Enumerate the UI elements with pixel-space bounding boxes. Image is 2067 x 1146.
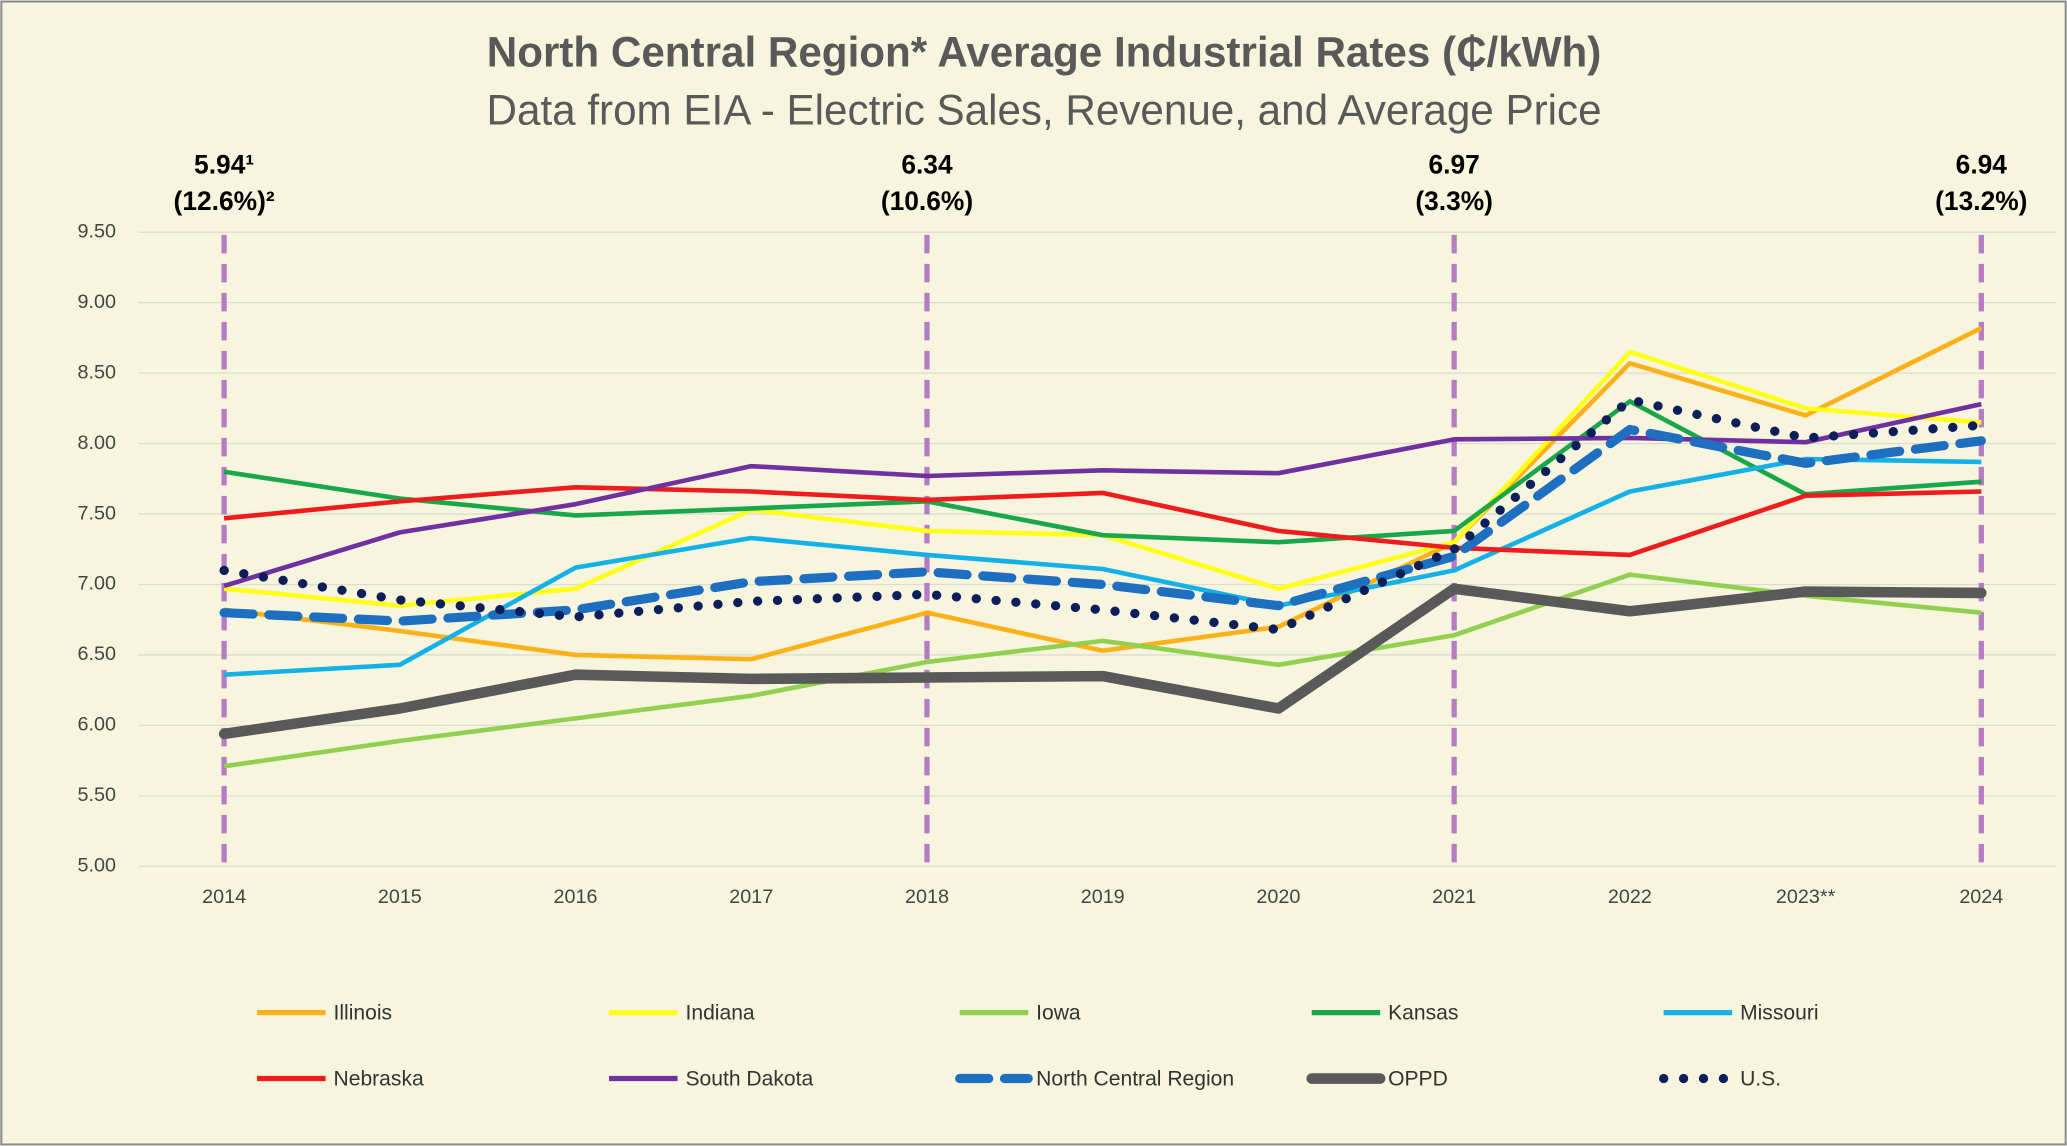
x-tick-label: 2017 [729,886,773,908]
legend-label: OPPD [1388,1067,1448,1090]
annotation-text: 5.94¹ [194,149,254,179]
legend-label: Indiana [685,1002,754,1025]
legend-label: Missouri [1740,1002,1818,1025]
x-tick-label: 2015 [378,886,422,908]
y-tick-label: 8.50 [78,361,116,383]
y-tick-label: 9.00 [78,291,116,313]
series-line [223,456,1982,677]
y-tick-label: 5.50 [78,784,116,806]
chart-title: North Central Region* Average Industrial… [487,29,1602,76]
annotation-text: (10.6%) [881,186,973,216]
legend-label: Nebraska [334,1067,424,1090]
legend-label: South Dakota [685,1067,813,1090]
y-tick-label: 8.00 [78,432,116,454]
annotation-text: (12.6%)² [174,186,275,216]
legend-label: Iowa [1036,1002,1081,1025]
annotation-text: 6.34 [901,149,953,179]
x-tick-label: 2022 [1608,886,1652,908]
chart-subtitle: Data from EIA - Electric Sales, Revenue,… [487,87,1602,134]
series-line [219,395,1986,635]
y-tick-label: 6.00 [78,714,116,736]
y-tick-label: 5.00 [78,855,116,877]
annotation-text: 6.94 [1956,149,2008,179]
y-tick-label: 6.50 [78,643,116,665]
series-line [223,572,1982,769]
legend-label: Illinois [334,1002,393,1025]
x-tick-label: 2021 [1432,886,1476,908]
series-line [223,484,1982,558]
x-tick-label: 2018 [905,886,949,908]
x-tick-label: 2014 [202,886,246,908]
y-tick-label: 7.50 [78,502,116,524]
legend-label: Kansas [1388,1002,1458,1025]
annotation-text: (13.2%) [1935,186,2027,216]
x-tick-label: 2020 [1256,886,1300,908]
x-tick-label: 2019 [1081,886,1125,908]
annotation-text: 6.97 [1428,149,1479,179]
y-tick-label: 7.00 [78,573,116,595]
y-tick-label: 9.50 [78,220,116,242]
x-tick-label: 2023** [1776,886,1836,908]
x-tick-label: 2024 [1959,886,2003,908]
annotation-text: (3.3%) [1415,186,1493,216]
x-tick-label: 2016 [554,886,598,908]
series-line [218,583,1987,740]
legend-label: North Central Region [1036,1067,1234,1090]
series-line [223,399,1982,545]
series-line [223,325,1983,662]
series-line [223,401,1982,589]
legend-label: U.S. [1740,1067,1781,1090]
